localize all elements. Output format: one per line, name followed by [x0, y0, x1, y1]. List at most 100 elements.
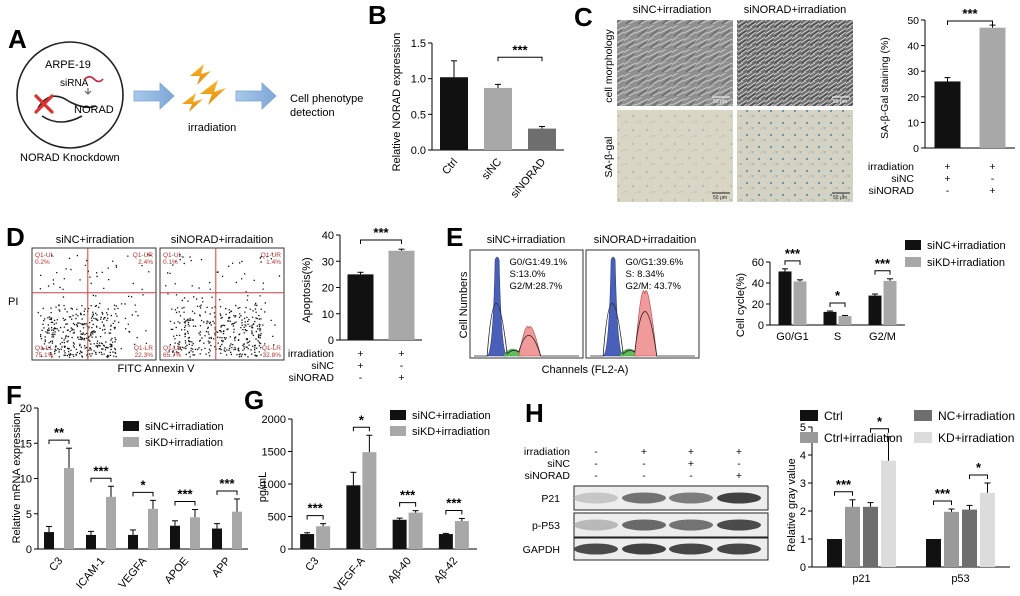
chart-h-legend-label: Ctrl+irradiation	[824, 431, 902, 445]
chart-g-sig-bracket	[306, 515, 324, 520]
norad-label: NORAD	[74, 104, 114, 116]
panel-c-row-label-2: SA-β-gal	[603, 136, 615, 177]
blot-band	[574, 543, 618, 555]
panel-b-letter: B	[368, 0, 387, 30]
chart-f-x-tick-label: APP	[210, 555, 233, 580]
flow-q-ul: Q1-UL	[163, 252, 183, 259]
chart-c-y-tick-label: 30	[907, 66, 919, 78]
chart-e-legend-label: siNC+irradiation	[927, 240, 1006, 252]
panel-c: C siNC+irradiation siNORAD+irradiation c…	[574, 2, 1015, 202]
flow-q-ur: Q1-UR	[261, 252, 282, 259]
chart-c-bar	[934, 81, 961, 148]
knockdown-label: NORAD Knockdown	[20, 152, 120, 164]
chart-g-y-tick-label: 2000	[262, 414, 286, 426]
chart-g-sig-label: ***	[308, 501, 324, 516]
chart-c-condition-mark: +	[989, 185, 995, 197]
blot-condition-mark: -	[737, 458, 741, 470]
chart-b-y-tick-label: 0.5	[411, 109, 426, 121]
flow-q-ll-val: 75.1%	[35, 352, 54, 359]
chart-f-y-tick-label: 5	[26, 509, 32, 521]
flow-q-ul-val: 0.1%	[163, 259, 178, 266]
chart-f-sig-bracket	[90, 477, 112, 483]
chart-c-condition-label: siNC	[891, 173, 914, 185]
chart-e-legend-swatch	[905, 257, 921, 267]
chart-h-y-tick-label: 0	[800, 562, 806, 574]
chart-c-y-tick-label: 20	[907, 92, 919, 104]
panel-d-letter: D	[6, 222, 25, 252]
chart-h-y-tick-label: 2	[800, 506, 806, 518]
chart-c-condition-label: irradiation	[868, 161, 914, 173]
panel-f: F Relative mRNA expression 0 5 10 15 20 C3 ICA…	[6, 380, 248, 591]
down-arrow-icon	[84, 88, 92, 95]
chart-g-y-tick-label: 1500	[262, 447, 286, 459]
panel-a: A ARPE-19 siRNA NORAD NORAD Knockdown ir…	[8, 24, 363, 164]
blot-band	[669, 543, 713, 555]
chart-b: 0.0 0.5 1.0 1.5 Ctrl siNC siNORAD ***	[411, 38, 564, 200]
chart-c-condition-mark: -	[946, 185, 950, 197]
blot-band	[622, 519, 666, 531]
flow-q-ur-val: 1.4%	[266, 259, 281, 266]
panel-b-ylabel: Relative NORAD expression	[391, 33, 403, 172]
blot-condition-mark: -	[594, 458, 598, 470]
chart-b-bar	[484, 87, 512, 150]
panel-b: B Relative NORAD expression 0.0 0.5 1.0 1.5…	[368, 0, 564, 200]
phenotype-label-1: Cell phenotype	[290, 93, 363, 105]
chart-g-x-tick-label: VEGF-A	[332, 555, 368, 595]
flow-plots: Q1-UL0.2%Q1-UR2.4%Q1-LL75.1%Q1-LR22.3%Q1…	[31, 247, 285, 361]
chart-g-x-tick-label: Aβ-42	[432, 555, 460, 585]
chart-g-bar	[408, 512, 423, 549]
panel-e-col-title-1: siNC+irradiation	[487, 234, 566, 246]
chart-e-sig-label: ***	[785, 246, 801, 261]
chart-h-y-tick-label: 1	[800, 534, 806, 546]
chart-h-sig-label: ***	[935, 486, 951, 501]
chart-e-x-tick-label: S	[834, 331, 841, 343]
cell-cycle-stat: G0/G1:49.1%	[510, 257, 568, 268]
blot-band	[669, 492, 713, 504]
blot-band	[622, 492, 666, 504]
chart-d-sig-bracket	[360, 239, 402, 244]
scale-bars: 50 μm 50 μm 50 μm 50 μm	[712, 96, 850, 201]
panel-d-col-title-2: siNORAD+irradaition	[171, 234, 273, 246]
chart-b-x-tick-label: Ctrl	[440, 156, 460, 177]
blot-band	[669, 519, 713, 531]
chart-c-condition-mark: +	[944, 173, 950, 185]
chart-e-bar	[778, 271, 792, 325]
cell-line-label: ARPE-19	[45, 59, 91, 71]
chart-e-y-tick-label: 60	[752, 257, 764, 269]
chart-h-sig-label: ***	[836, 477, 852, 492]
chart-b-bar	[440, 77, 468, 150]
panel-d-y-axis-label: PI	[8, 296, 18, 308]
chart-f-bar	[128, 534, 138, 549]
chart-h-bar	[881, 460, 896, 567]
chart-e-sig-bracket	[829, 302, 846, 308]
chart-c-sig-bracket	[947, 20, 993, 25]
chart-h-bar	[863, 506, 878, 567]
chart-f-bar	[212, 528, 222, 549]
chart-g-sig-bracket	[399, 502, 417, 507]
panel-c-col-title-2: siNORAD+irradiation	[744, 4, 846, 16]
chart-g-sig-bracket	[352, 426, 370, 432]
chart-f-bar	[170, 525, 180, 549]
chart-g-sig-label: ***	[400, 488, 416, 503]
chart-d-condition-mark: +	[398, 348, 404, 360]
flow-q-ll: Q1-LL	[35, 345, 53, 352]
panel-d: D siNC+irradiation siNORAD+irradaition P…	[6, 222, 422, 384]
chart-h-legend-swatch	[914, 432, 932, 443]
panel-d-ylabel: Apoptosis(%)	[301, 257, 313, 322]
chart-g-legend-swatch	[390, 410, 406, 420]
g2m-peak	[518, 326, 542, 357]
blot-band	[574, 492, 618, 504]
chart-b-y-tick-label: 1.0	[411, 74, 426, 86]
chart-c-sig-label: ***	[962, 6, 978, 21]
panel-e-letter: E	[446, 222, 463, 252]
panel-h: H irradiation - + + +siNC - - + -siNORAD - - - +P21p…	[523, 398, 1015, 585]
chart-e-bar	[793, 281, 807, 325]
chart-e-bar	[868, 295, 882, 325]
chart-g-bar	[300, 534, 315, 549]
chart-h-bar	[980, 492, 995, 567]
chart-c-y-tick-label: 40	[907, 41, 919, 53]
panel-c-col-title-1: siNC+irradiation	[633, 4, 712, 16]
cell-cycle-stat: S: 8.34%	[626, 269, 665, 280]
